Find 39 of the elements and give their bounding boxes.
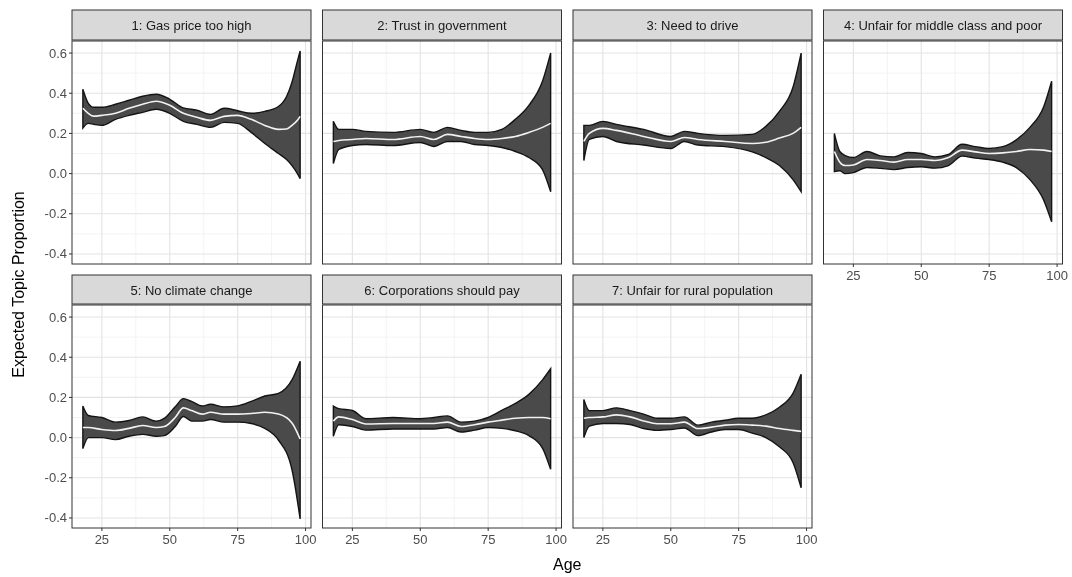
x-tick-label: 25: [595, 532, 611, 547]
x-tick-label: 50: [663, 532, 679, 547]
chart-title: 1: Gas price too high: [131, 18, 252, 33]
x-tick-label: 75: [981, 268, 997, 283]
y-tick-label: 0.4: [48, 85, 67, 101]
line-series: [82, 407, 301, 440]
chart-title: 3: Need to drive: [646, 18, 739, 33]
chart-title: 4: Unfair for middle class and poor: [844, 18, 1043, 33]
y-tick-label: -0.2: [44, 206, 67, 222]
y-tick-label: 0.2: [48, 389, 67, 405]
x-tick-label: 75: [731, 532, 746, 547]
x-tick-label: 50: [914, 268, 929, 283]
y-tick-label: -0.2: [44, 470, 67, 486]
x-tick-label: 75: [480, 532, 496, 547]
y-tick-label: 0.2: [48, 125, 67, 141]
x-tick-label: 25: [94, 532, 110, 547]
x-tick-label: 50: [413, 532, 428, 547]
y-tick-label: 0.0: [48, 166, 67, 182]
chart-title: 2: Trust in government: [377, 18, 508, 33]
x-tick-label: 100: [795, 532, 818, 547]
line-series: [82, 100, 301, 131]
x-tick-label: 25: [846, 268, 861, 283]
y-tick-label: 0.4: [48, 349, 67, 365]
chart-title: 5: No climate change: [130, 282, 253, 298]
x-tick-label: 50: [162, 532, 178, 547]
y-tick-label: 0.0: [48, 430, 67, 446]
chart-title: 7: Unfair for rural population: [611, 282, 774, 298]
y-axis-title: Expected Topic Proportion: [10, 191, 27, 378]
x-tick-label: 100: [294, 532, 317, 547]
y-tick-label: -0.4: [44, 510, 67, 526]
x-axis-title: Age: [553, 556, 582, 573]
y-tick-label: 0.6: [48, 45, 67, 61]
x-tick-label: 100: [1046, 268, 1068, 283]
y-tick-label: 0.6: [48, 309, 67, 325]
x-tick-label: 25: [345, 532, 360, 547]
x-tick-label: 100: [545, 532, 567, 547]
chart-title: 6: Corporations should pay: [364, 282, 521, 298]
x-tick-label: 75: [230, 532, 245, 547]
y-tick-label: -0.4: [44, 246, 67, 262]
